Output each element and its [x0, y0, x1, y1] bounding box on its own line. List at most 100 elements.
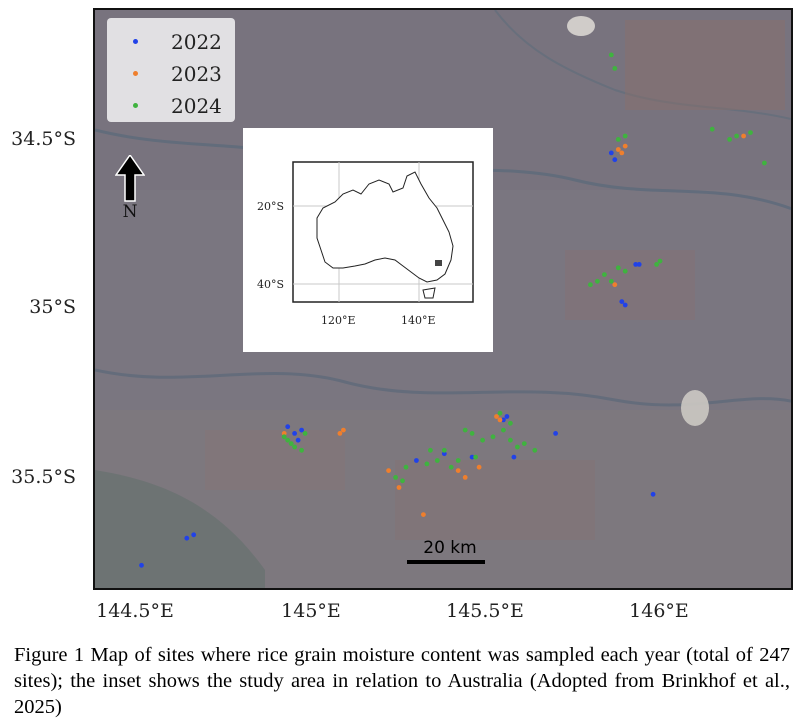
- australia-inset-map: [292, 161, 474, 303]
- sample-site-2024: [288, 441, 294, 446]
- inset-lon-tick: 120°E: [321, 314, 356, 327]
- sample-site-2024: [501, 427, 506, 433]
- scale-bar: [407, 560, 485, 564]
- sample-site-2024: [657, 258, 663, 264]
- legend-marker: [133, 71, 138, 76]
- sample-site-2022: [622, 302, 628, 308]
- sample-site-2024: [480, 437, 485, 443]
- sample-site-2023: [622, 143, 628, 149]
- sample-site-2022: [608, 150, 614, 156]
- figure-caption: Figure 1 Map of sites where rice grain m…: [14, 644, 790, 718]
- sample-site-2024: [281, 434, 287, 440]
- sample-site-2024: [595, 278, 600, 284]
- sample-site-2022: [469, 454, 475, 460]
- sample-site-2024: [602, 272, 607, 277]
- legend-item-2024: 2024: [107, 92, 235, 120]
- sample-site-2022: [511, 454, 517, 460]
- sample-site-2024: [490, 434, 496, 440]
- sample-site-2024: [285, 437, 291, 443]
- north-arrow-icon: [115, 155, 145, 202]
- north-arrow-label: N: [122, 202, 138, 222]
- sample-site-2022: [633, 262, 639, 267]
- sample-site-2023: [386, 468, 391, 473]
- sample-site-2022: [553, 431, 558, 436]
- sample-site-2022: [295, 437, 301, 443]
- legend-item-2022: 2022: [107, 28, 235, 56]
- legend-label: 2022: [171, 30, 222, 54]
- legend-label: 2024: [171, 94, 222, 118]
- sample-site-2022: [285, 424, 291, 430]
- sample-site-2024: [532, 447, 538, 453]
- inset-lon-tick: 140°E: [401, 314, 436, 327]
- sample-site-2023: [341, 427, 346, 433]
- sample-site-2024: [469, 431, 475, 436]
- sample-site-2024: [473, 454, 478, 460]
- sample-site-2024: [441, 447, 447, 453]
- sample-site-2024: [612, 66, 618, 71]
- sample-site-2024: [654, 262, 659, 267]
- australia-outline: [316, 171, 454, 283]
- sample-site-2024: [615, 265, 621, 271]
- sample-site-2024: [709, 126, 715, 132]
- sample-site-2024: [622, 268, 628, 274]
- australia-inset: 20°S 40°S 120°E 140°E: [243, 128, 493, 352]
- legend-marker: [133, 103, 138, 108]
- legend-marker: [133, 39, 138, 44]
- sample-site-2024: [455, 458, 461, 463]
- sample-site-2022: [501, 417, 506, 423]
- sample-site-2024: [508, 420, 513, 426]
- sample-site-2024: [302, 431, 308, 436]
- satellite-map: 2022 2023 2024 N: [93, 8, 793, 590]
- legend-label: 2023: [171, 62, 222, 86]
- sample-site-2024: [403, 464, 409, 470]
- sample-site-2024: [622, 133, 628, 139]
- sample-site-2024: [393, 475, 398, 480]
- sample-site-2022: [619, 299, 625, 304]
- lon-tick-label: 145°E: [281, 600, 341, 622]
- sample-site-2023: [455, 468, 461, 473]
- sample-site-2022: [650, 491, 656, 497]
- sample-site-2024: [515, 444, 520, 450]
- legend: 2022 2023 2024: [107, 18, 235, 122]
- sample-site-2024: [428, 447, 433, 453]
- sample-site-2024: [434, 458, 440, 463]
- map-terrain: [95, 10, 791, 588]
- sample-site-2024: [299, 447, 304, 453]
- sample-site-2023: [476, 464, 482, 470]
- sample-site-2022: [292, 431, 297, 436]
- sample-site-2024: [448, 464, 454, 470]
- sample-site-2023: [612, 282, 618, 288]
- inset-lat-tick: 20°S: [257, 200, 285, 213]
- lon-tick-label: 144.5°E: [96, 600, 174, 622]
- lon-tick-label: 146°E: [629, 600, 689, 622]
- sample-site-2024: [508, 437, 513, 443]
- sample-site-2024: [521, 441, 527, 446]
- sample-site-2022: [636, 262, 642, 267]
- sample-site-2024: [462, 427, 468, 433]
- sample-site-2023: [281, 431, 287, 436]
- sample-site-2022: [612, 157, 618, 163]
- sample-site-2023: [615, 147, 621, 152]
- sample-site-2024: [734, 133, 739, 139]
- sample-site-2022: [139, 562, 144, 568]
- sample-site-2022: [441, 451, 447, 457]
- sample-site-2023: [396, 485, 402, 490]
- sample-site-2022: [184, 535, 190, 541]
- inset-lat-tick: 40°S: [257, 278, 285, 291]
- sample-site-2024: [400, 478, 405, 484]
- sample-site-2023: [494, 414, 499, 419]
- sample-site-2023: [741, 133, 746, 139]
- sample-site-2024: [292, 444, 297, 450]
- sample-site-2024: [497, 410, 503, 416]
- sample-site-2024: [727, 137, 732, 142]
- lat-tick-label: 35.5°S: [11, 466, 76, 488]
- sample-sites-layer: [139, 52, 767, 568]
- sample-site-2022: [504, 414, 510, 419]
- sample-site-2022: [414, 458, 419, 463]
- lat-tick-label: 35°S: [29, 296, 76, 318]
- sample-site-2023: [337, 431, 343, 436]
- sample-site-2024: [615, 137, 621, 142]
- lat-tick-label: 34.5°S: [11, 128, 76, 150]
- lon-tick-label: 145.5°E: [446, 600, 524, 622]
